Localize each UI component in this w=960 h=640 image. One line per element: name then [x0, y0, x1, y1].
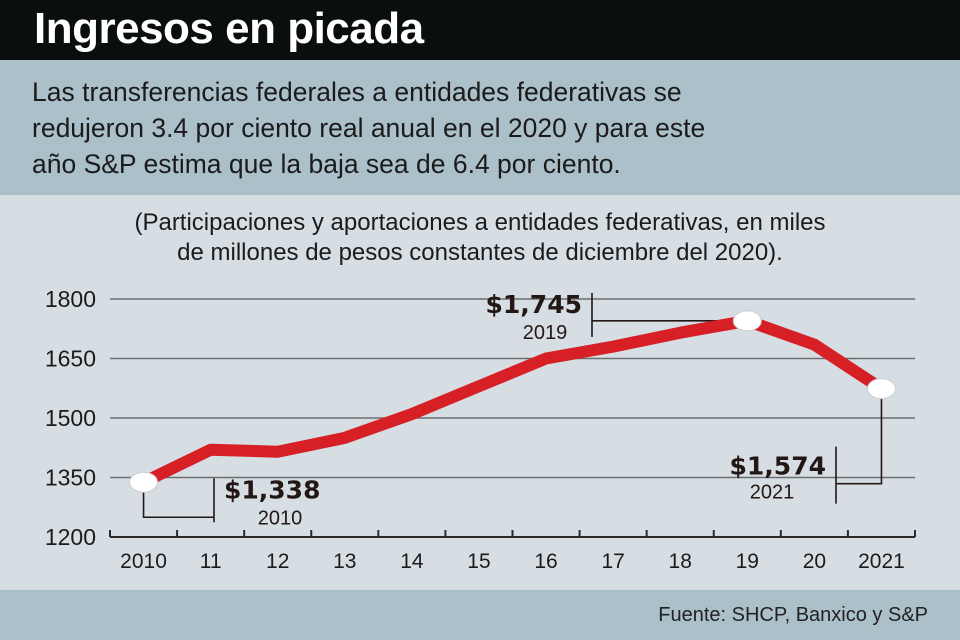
intro-line: Las transferencias federales a entidades…	[32, 77, 682, 107]
x-tick-label: 19	[736, 550, 759, 573]
y-tick-label: 1350	[45, 465, 96, 491]
y-tick-label: 1200	[45, 524, 96, 550]
x-tick-label: 12	[266, 550, 289, 573]
intro-text: Las transferencias federales a entidades…	[32, 74, 932, 182]
callout-leaders	[142, 292, 883, 523]
x-tick-label: 2021	[858, 550, 905, 573]
callout-year: 2010	[258, 507, 303, 529]
highlight-point	[866, 378, 896, 400]
x-tick-label: 14	[400, 550, 424, 573]
callout-year: 2019	[523, 322, 568, 344]
highlight-point	[129, 471, 159, 493]
source-note: Fuente: SHCP, Banxico y S&P	[658, 604, 928, 626]
chart-title: Ingresos en picada	[34, 4, 424, 53]
chart-subtitle: (Participaciones y aportaciones a entida…	[30, 208, 930, 268]
subtitle-line: de millones de pesos constantes de dicie…	[177, 239, 783, 266]
y-tick-label: 1650	[45, 346, 96, 372]
callout-leader	[835, 388, 883, 504]
line-chart: 1800 1650 1500 1350 1200 2010 11 12 13 14 15 16 17 1…	[45, 286, 916, 573]
y-axis-ticks: 1800 1650 1500 1350 1200	[45, 286, 96, 550]
intro-band: Las transferencias federales a entidades…	[0, 60, 960, 195]
x-tick-label: 17	[601, 550, 624, 573]
intro-line: año S&P estima que la baja sea de 6.4 po…	[32, 149, 621, 179]
x-axis: 2010 11 12 13 14 15 16 17 18 19 20 2021	[109, 530, 916, 573]
y-tick-label: 1800	[45, 286, 96, 312]
y-tick-label: 1500	[45, 405, 96, 431]
footer-band: Fuente: SHCP, Banxico y S&P	[0, 590, 960, 640]
x-tick-label: 15	[467, 550, 490, 573]
callout-leader	[142, 478, 215, 523]
callout-value: $1,574	[730, 452, 826, 481]
intro-line: redujeron 3.4 por ciento real anual en e…	[32, 113, 706, 143]
title-bar: Ingresos en picada	[0, 0, 960, 60]
highlight-points	[129, 310, 896, 493]
x-tick-label: 18	[669, 550, 692, 573]
highlight-point	[732, 310, 762, 332]
x-tick-label: 2010	[120, 550, 167, 573]
x-tick-label: 13	[333, 550, 356, 573]
callout-value: $1,745	[486, 290, 582, 319]
x-tick-label: 11	[200, 550, 222, 573]
subtitle-line: (Participaciones y aportaciones a entida…	[134, 209, 826, 236]
x-tick-label: 16	[534, 550, 557, 573]
callout-value: $1,338	[224, 475, 320, 504]
gridlines	[110, 298, 915, 479]
x-tick-label: 20	[803, 550, 826, 573]
callout-year: 2021	[750, 482, 795, 504]
